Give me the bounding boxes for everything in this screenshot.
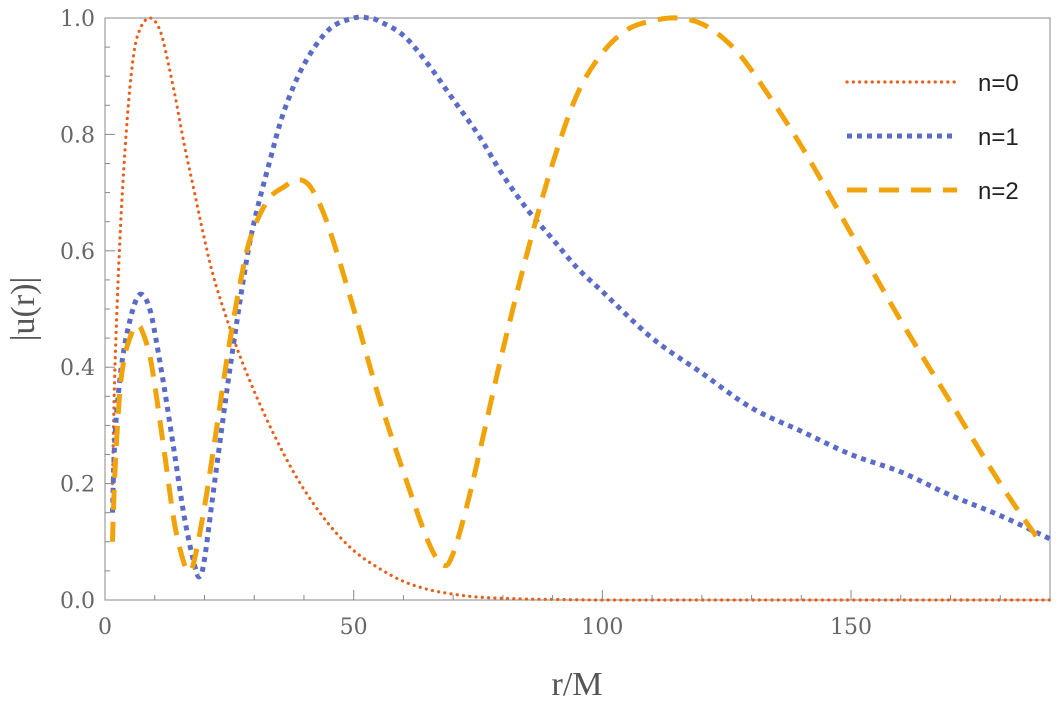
x-tick-label: 150 (830, 615, 872, 640)
x-axis-title: r/M (552, 666, 603, 703)
series-line-n0 (110, 16, 1052, 602)
y-tick-label: 0.4 (60, 356, 95, 381)
y-tick-label: 1.0 (60, 7, 95, 32)
y-tick-label: 0.2 (60, 473, 95, 498)
y-tick-label: 0.8 (60, 123, 95, 148)
legend-label-n1: n=1 (978, 124, 1019, 151)
legend-label-n2: n=2 (978, 178, 1019, 205)
series-line-n1 (109, 14, 1052, 580)
y-tick-label: 0.6 (60, 240, 95, 265)
plot-border (104, 17, 1051, 601)
series-line-n2 (109, 15, 1043, 575)
legend-label-n0: n=0 (978, 70, 1019, 97)
y-axis-title: |u(r)| (5, 277, 42, 342)
plot-frame (104, 17, 1051, 601)
x-tick-label: 100 (581, 615, 623, 640)
legend: n=0 n=1 n=2 (845, 70, 1019, 205)
axis-layer: 0 50 100 150 0.0 0.2 0.4 0.6 0.8 1.0 (60, 7, 1001, 640)
x-tick-label: 50 (340, 615, 368, 640)
y-tick-label: 0.0 (60, 589, 95, 614)
series-layer (109, 14, 1052, 602)
x-tick-label: 0 (98, 615, 112, 640)
